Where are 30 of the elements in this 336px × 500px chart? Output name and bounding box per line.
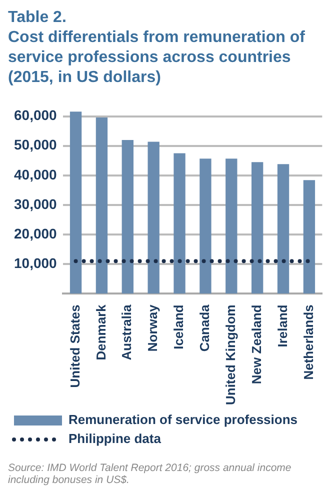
x-tick-label: Norway bbox=[145, 304, 160, 352]
x-tick-label: Netherlands bbox=[300, 304, 316, 380]
bar bbox=[174, 153, 186, 294]
legend-label: Remuneration of service professions bbox=[68, 412, 298, 428]
bar bbox=[200, 158, 212, 294]
y-tick-label: 60,000 bbox=[14, 107, 58, 124]
bar bbox=[277, 164, 290, 294]
bar bbox=[148, 142, 160, 294]
source-note: Source: IMD World Talent Report 2016; gross annual income including bonuses in US$. bbox=[8, 462, 292, 486]
y-tick-label: 10,000 bbox=[14, 254, 58, 271]
bar bbox=[226, 158, 238, 294]
bar bbox=[303, 180, 316, 294]
x-tick-label: Ireland bbox=[274, 304, 290, 348]
x-tick-label: Denmark bbox=[93, 304, 108, 360]
x-tick-label: Australia bbox=[119, 304, 134, 360]
bar bbox=[122, 140, 134, 294]
legend-label: Philippine data bbox=[68, 431, 162, 446]
x-tick-label: United Kingdom bbox=[222, 304, 238, 406]
bar bbox=[96, 117, 108, 294]
y-tick-label: 30,000 bbox=[14, 196, 58, 212]
y-tick-label: 50,000 bbox=[14, 136, 58, 153]
x-tick-label: New Zealand bbox=[248, 304, 264, 384]
bar bbox=[70, 112, 82, 294]
chart-title: Table 2. Cost differentials from remuneration of service professions across countries (2015, in US dollars) bbox=[8, 8, 306, 88]
bar bbox=[251, 162, 264, 294]
x-tick-label: United States bbox=[67, 304, 82, 388]
y-tick-label: 40,000 bbox=[14, 166, 58, 182]
y-tick-label: 20,000 bbox=[14, 225, 58, 242]
x-tick-label: Canada bbox=[197, 304, 212, 352]
x-tick-label: Iceland bbox=[171, 304, 186, 350]
